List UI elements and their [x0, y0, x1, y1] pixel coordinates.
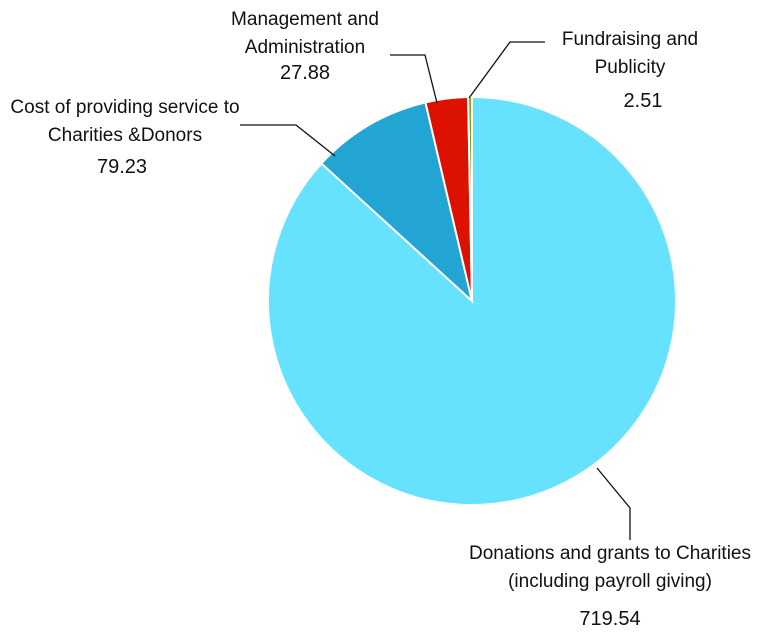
leader-line: [468, 41, 545, 99]
slice-label: Management and Administration: [231, 9, 379, 58]
slice-label: Donations and grants to Charities (inclu…: [469, 543, 751, 592]
value-label: 2.51: [623, 90, 663, 112]
leader-line: [240, 124, 336, 157]
leader-line: [390, 54, 438, 104]
value-label: 79.23: [96, 156, 148, 178]
leader-line: [596, 467, 631, 540]
value-label: 719.54: [579, 608, 641, 630]
slice-label: Cost of providing service to Charities &…: [10, 97, 240, 146]
pie-slice: [319, 101, 474, 304]
value-label: 27.88: [279, 62, 331, 84]
slice-label: Fundraising and Publicity: [561, 29, 699, 78]
